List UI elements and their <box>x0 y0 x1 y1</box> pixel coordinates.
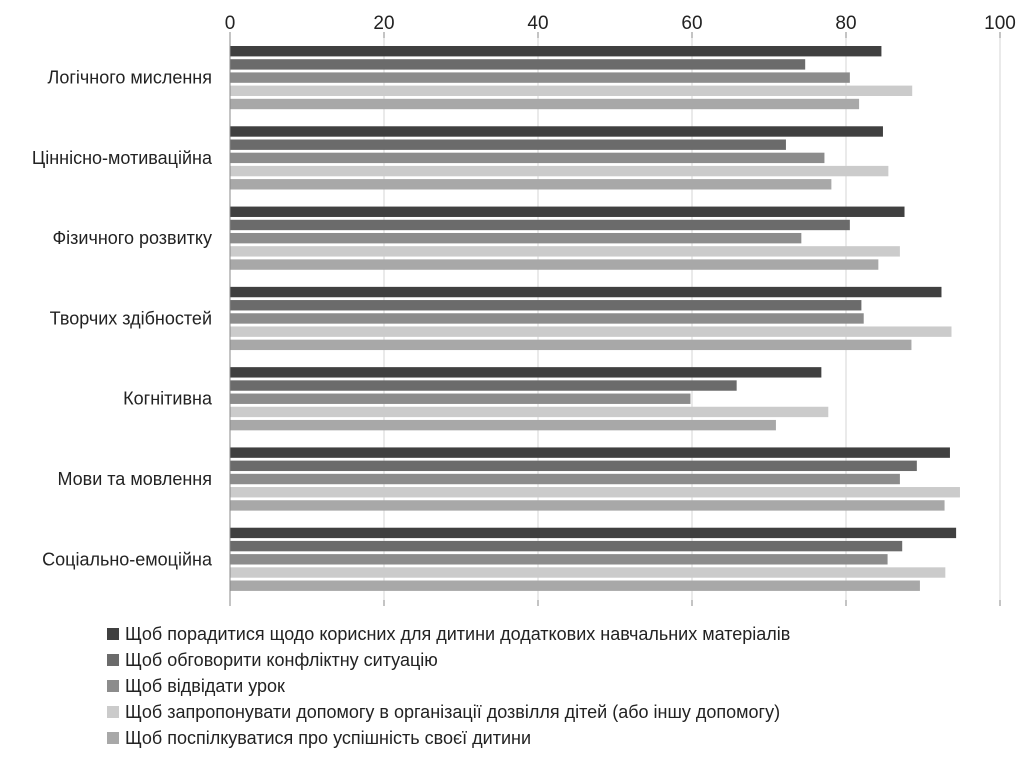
x-tick-label: 60 <box>681 13 702 34</box>
legend-swatch <box>107 680 119 692</box>
bar <box>230 447 950 458</box>
bar <box>230 232 802 244</box>
bar <box>230 259 879 270</box>
legend-label: Щоб поспілкуватися про успішність своєї … <box>125 728 531 748</box>
bar <box>230 367 822 378</box>
bar <box>230 326 952 337</box>
bar <box>230 500 945 511</box>
category-label: Творчих здібностей <box>50 308 212 328</box>
category-label: Логічного мислення <box>48 68 212 88</box>
legend-swatch <box>107 628 119 640</box>
bar <box>230 580 920 591</box>
category-label: Мови та мовлення <box>57 469 212 489</box>
bar <box>230 487 960 498</box>
category-label: Фізичного розвитку <box>52 228 212 248</box>
bar <box>230 219 850 231</box>
legend-label: Щоб відвідати урок <box>125 676 285 696</box>
legend: Щоб порадитися щодо корисних для дитини … <box>107 624 790 748</box>
x-tick-label: 40 <box>527 13 548 34</box>
bar <box>230 72 850 83</box>
legend-swatch <box>107 706 119 718</box>
bar <box>230 419 776 431</box>
legend-label: Щоб запропонувати допомогу в організації… <box>125 702 780 722</box>
bar <box>230 460 917 472</box>
legend-label: Щоб обговорити конфліктну ситуацію <box>125 650 438 670</box>
bar <box>230 152 825 164</box>
bar <box>230 206 905 217</box>
bar <box>230 567 946 578</box>
bar <box>230 165 889 177</box>
category-label: Когнітивна <box>123 389 213 409</box>
x-tick-label: 80 <box>835 13 856 34</box>
legend-swatch <box>107 732 119 744</box>
bar <box>230 286 942 298</box>
bars <box>230 46 960 591</box>
x-tick-label: 0 <box>225 13 236 34</box>
x-tick-label: 20 <box>373 13 394 34</box>
bar <box>230 380 737 391</box>
category-labels: Логічного мислення Ціннісно-мотиваційна Фі… <box>32 68 213 570</box>
bar <box>230 139 786 150</box>
bar <box>230 46 882 57</box>
bar <box>230 339 912 351</box>
legend-label: Щоб порадитися щодо корисних для дитини … <box>125 624 790 644</box>
bar <box>230 473 900 485</box>
bar <box>230 98 860 110</box>
bar <box>230 300 862 311</box>
bar <box>230 246 900 257</box>
bar <box>230 313 864 324</box>
bar <box>230 179 832 190</box>
category-label: Соціально-емоційна <box>42 549 213 569</box>
bar <box>230 126 883 137</box>
bar <box>230 85 913 96</box>
bar <box>230 59 806 70</box>
bar <box>230 540 903 552</box>
x-axis-ticks: 0 20 40 60 80 100 <box>225 13 1016 606</box>
bar <box>230 554 888 565</box>
bar <box>230 527 957 539</box>
x-tick-label: 100 <box>984 13 1016 34</box>
bar <box>230 393 691 404</box>
legend-swatch <box>107 654 119 666</box>
category-label: Ціннісно-мотиваційна <box>32 148 213 168</box>
bar <box>230 406 829 418</box>
